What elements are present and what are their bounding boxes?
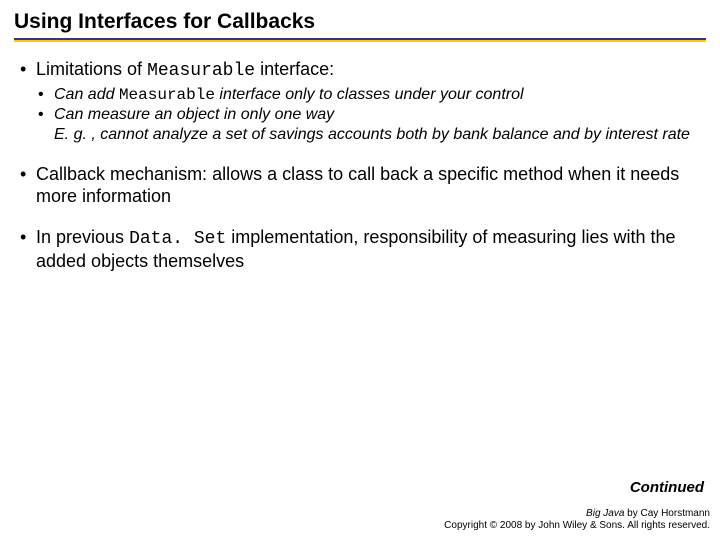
footer-line1: Big Java by Cay Horstmann: [444, 508, 710, 520]
continued-label: Continued: [630, 479, 704, 496]
b1-pre: Limitations of: [36, 59, 147, 79]
footer-author: by Cay Horstmann: [624, 508, 710, 519]
footer-line2: Copyright © 2008 by John Wiley & Sons. A…: [444, 520, 710, 532]
b1-post: interface:: [255, 59, 334, 79]
title-block: Using Interfaces for Callbacks: [14, 10, 706, 42]
bullet-3: In previous Data. Set implementation, re…: [18, 226, 702, 273]
b1-code: Measurable: [147, 61, 255, 81]
slide: Using Interfaces for Callbacks Limitatio…: [0, 0, 720, 540]
b1a-code: Measurable: [119, 86, 215, 104]
bullet-2: Callback mechanism: allows a class to ca…: [18, 163, 702, 208]
slide-title: Using Interfaces for Callbacks: [14, 10, 706, 34]
bullet-1: Limitations of Measurable interface: Can…: [18, 58, 702, 145]
footer-book: Big Java: [586, 508, 624, 519]
bullet-list: Limitations of Measurable interface: Can…: [18, 58, 702, 273]
bullet-1b: Can measure an object in only one way E.…: [36, 105, 702, 145]
b1b-l1: Can measure an object in only one way: [54, 106, 334, 123]
title-rule: [14, 38, 706, 42]
b1b-l2: E. g. , cannot analyze a set of savings …: [54, 126, 690, 143]
footer: Big Java by Cay Horstmann Copyright © 20…: [444, 508, 710, 532]
bullet-1a: Can add Measurable interface only to cla…: [36, 85, 702, 105]
sub-list-1: Can add Measurable interface only to cla…: [36, 85, 702, 145]
content-area: Limitations of Measurable interface: Can…: [14, 46, 706, 273]
b3-code: Data. Set: [129, 229, 226, 249]
b1a-pre: Can add: [54, 86, 119, 103]
rule-bottom: [14, 40, 706, 42]
b3-pre: In previous: [36, 227, 129, 247]
b1a-post: interface only to classes under your con…: [215, 86, 524, 103]
